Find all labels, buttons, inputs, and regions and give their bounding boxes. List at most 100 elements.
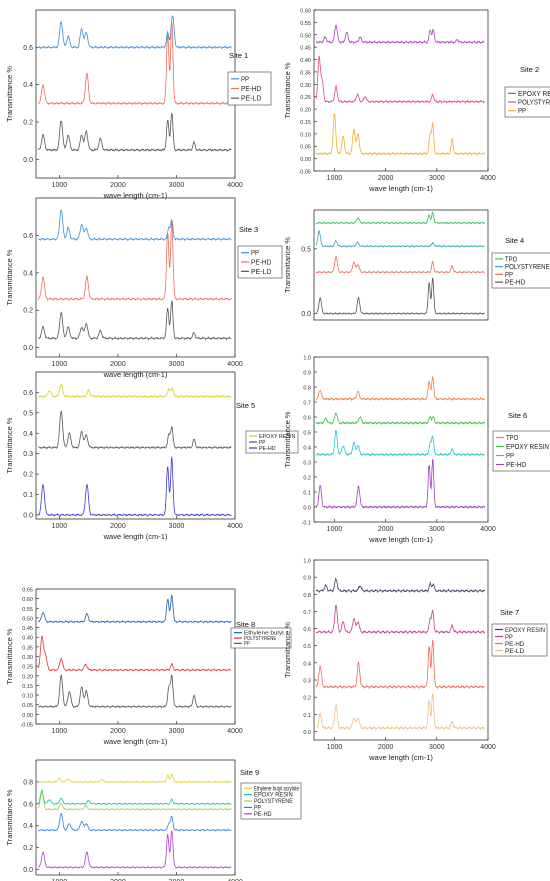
- y-tick-label: 0.10: [300, 132, 311, 138]
- series-line-0: [38, 15, 232, 50]
- y-axis-label: Transmittance %: [5, 628, 14, 684]
- site-label: Site 4: [505, 236, 524, 245]
- y-tick-label: 0.0: [303, 730, 311, 736]
- y-tick-label: 0.0: [23, 867, 33, 874]
- legend-entry: EPOXY RESIN: [518, 91, 550, 98]
- y-tick-label: 0.2: [303, 476, 311, 482]
- y-axis-label: Transmittance %: [283, 411, 292, 467]
- legend-entry: PP: [241, 76, 249, 83]
- x-tick-label: 3000: [429, 175, 445, 182]
- x-tick-label: 1000: [52, 182, 68, 189]
- series-line-1: [315, 230, 485, 248]
- series-line-2: [315, 113, 486, 156]
- site-label: Site 7: [500, 608, 519, 617]
- series-line-1: [37, 220, 232, 302]
- legend: PP PE-HD PE-LD: [237, 245, 283, 279]
- y-tick-label: 0.9: [303, 576, 311, 582]
- plot-frame: [35, 371, 236, 520]
- y-tick-label: 0.60: [300, 9, 311, 15]
- series-line-1: [38, 410, 232, 450]
- plot-frame: [313, 356, 489, 523]
- x-tick-label: 3000: [169, 361, 185, 368]
- y-tick-label: 0.2: [23, 472, 33, 479]
- y-tick-label: 0.20: [22, 674, 33, 680]
- y-tick-label: 0.8: [23, 779, 33, 786]
- x-tick-label: 2000: [378, 175, 394, 182]
- series-line-2: [315, 429, 485, 457]
- legend-entry: EPOXY RESIN: [259, 434, 295, 440]
- y-tick-label: 0.35: [22, 645, 33, 651]
- y-tick-label: 1.0: [303, 559, 311, 565]
- y-tick-label: 0.00: [22, 713, 33, 719]
- x-tick-label: 4000: [227, 523, 243, 530]
- legend-entry: POLYSTYRENE: [244, 636, 277, 642]
- chart-site-1: 0.0 0.2 0.4 0.6 1000 2000 3000 4000 wave length …: [5, 9, 272, 200]
- y-tick-label: 0.40: [300, 58, 311, 64]
- y-tick-label: 0.1: [23, 492, 33, 499]
- legend-entry: PE-HD: [505, 641, 524, 648]
- y-tick-label: 0.3: [23, 451, 33, 458]
- x-tick-label: 1000: [327, 744, 343, 751]
- legend-entry: EPOXY RESIN: [506, 444, 549, 451]
- chart-site-6: -0.1 0.0 0.1 0.2 0.3 0.4 0.5 0.6 0.7 0.8 0.9 1.0 100…: [283, 356, 550, 544]
- y-tick-label: 0.05: [22, 703, 33, 709]
- x-axis-label: wave length (cm-1): [103, 532, 168, 541]
- x-tick-label: 3000: [169, 879, 185, 881]
- legend-entry: Ethylene butyl acrylate: [254, 785, 299, 792]
- legend-entry: EPOXY RESIN: [254, 792, 293, 799]
- y-tick-label: 0.55: [300, 21, 311, 27]
- y-tick-label: 0.5: [23, 410, 33, 417]
- y-tick-label: -0.1: [302, 521, 311, 527]
- x-tick-label: 4000: [227, 182, 243, 189]
- x-axis-label: wave length (cm-1): [103, 370, 168, 379]
- y-tick-label: 0.6: [23, 801, 33, 808]
- y-axis-label: Transmittance %: [5, 66, 14, 122]
- x-tick-label: 2000: [110, 523, 126, 530]
- series-line-4: [38, 830, 232, 869]
- series-line-2: [37, 112, 232, 152]
- legend-entry: PP: [244, 641, 250, 647]
- y-axis-label: Transmittance %: [283, 62, 292, 118]
- x-tick-label: 4000: [227, 728, 243, 735]
- series-line-2: [315, 255, 485, 274]
- x-tick-label: 3000: [429, 744, 445, 751]
- y-tick-label: 0.45: [300, 46, 311, 52]
- series-line-2: [38, 673, 232, 709]
- y-tick-label: -0.05: [298, 170, 311, 176]
- y-tick-label: 0.00: [300, 157, 311, 163]
- y-axis-label: Transmittance %: [283, 622, 292, 678]
- y-tick-label: 0.0: [301, 311, 311, 318]
- y-tick-label: 0.60: [22, 597, 33, 603]
- series-line-0: [37, 594, 232, 624]
- x-axis-label: wave length (cm-1): [368, 184, 433, 193]
- series-line-2: [37, 791, 232, 811]
- legend-entry: PE-HD: [505, 280, 525, 287]
- plot-frame: [35, 588, 236, 725]
- y-tick-label: 0.8: [303, 386, 311, 392]
- site-label: Site 2: [520, 65, 539, 74]
- y-tick-label: 0.6: [23, 390, 33, 397]
- chart-site-2: -0.05 0.00 0.05 0.10 0.15 0.20 0.25 0.30 0.35 0.4…: [283, 9, 550, 193]
- series-line-1: [37, 635, 232, 672]
- series-line-1: [38, 21, 232, 106]
- plot-frame: [35, 9, 236, 179]
- legend-entry: PE-LD: [251, 269, 271, 276]
- series-line-2: [315, 639, 486, 690]
- series-line-1: [315, 55, 485, 105]
- y-tick-label: 0.4: [303, 446, 311, 452]
- y-tick-label: 0.0: [23, 512, 33, 519]
- series-line-3: [316, 693, 485, 731]
- legend: TPO EPOXY RESIN PP PE-HD: [492, 430, 550, 472]
- y-axis-label: Transmittance %: [5, 249, 14, 305]
- y-tick-label: 0.6: [303, 416, 311, 422]
- y-tick-label: 0.4: [303, 661, 311, 667]
- chart-site-9: 0.00.20.40.60.81000200030004000wave leng…: [5, 759, 302, 881]
- y-tick-label: 0.30: [300, 83, 311, 89]
- x-axis-label: wave length (cm-1): [368, 753, 433, 762]
- chart-site-8: -0.05 0.00 0.05 0.10 0.15 0.20 0.25 0.30 0.35 0.4…: [5, 588, 292, 746]
- y-tick-label: 0.3: [303, 679, 311, 685]
- series-line-0: [315, 211, 486, 225]
- y-tick-label: 0.50: [300, 33, 311, 39]
